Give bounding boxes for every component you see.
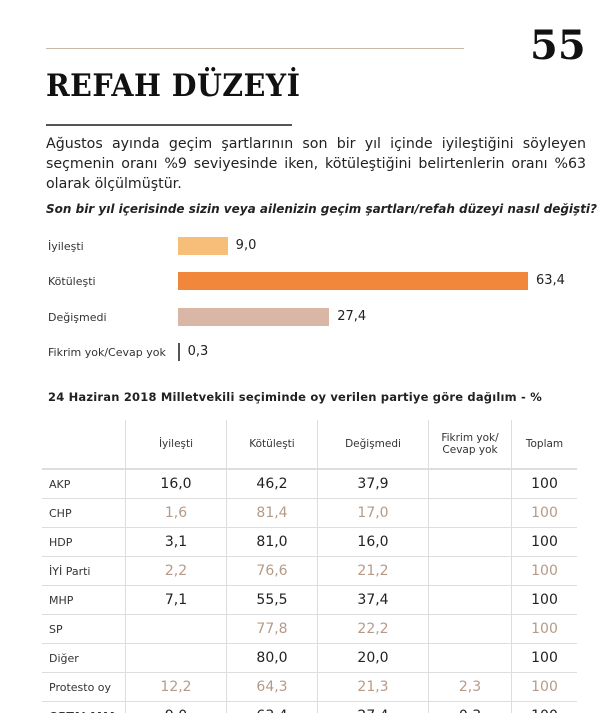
column-header: Fikrim yok/Cevap yok xyxy=(428,420,512,470)
top-divider xyxy=(46,48,464,49)
table-cell: 9,0 xyxy=(125,701,227,713)
intro-paragraph: Ağustos ayında geçim şartlarının son bir… xyxy=(46,136,586,192)
page-number: 55 xyxy=(530,22,586,69)
table-cell xyxy=(125,643,227,673)
column-header: Toplam xyxy=(511,420,577,470)
table-cell: 21,3 xyxy=(317,672,429,702)
bar-label: Kötüleşti xyxy=(48,275,96,288)
table-cell: 2,3 xyxy=(428,672,512,702)
table-cell: 16,0 xyxy=(317,527,429,557)
bar xyxy=(178,272,528,290)
table-row: İYİ Parti 2,2 76,6 21,2 100 xyxy=(42,556,577,586)
table-cell: 81,4 xyxy=(226,498,318,528)
table-cell: 46,2 xyxy=(226,469,318,499)
table-cell: 17,0 xyxy=(317,498,429,528)
row-label: HDP xyxy=(42,527,126,557)
table-cell: 77,8 xyxy=(226,614,318,644)
bar-label: Değişmedi xyxy=(48,311,107,324)
row-label: İYİ Parti xyxy=(42,556,126,586)
table-cell: 80,0 xyxy=(226,643,318,673)
chart-title: Son bir yıl içerisinde sizin veya aileni… xyxy=(46,202,597,216)
table-cell xyxy=(428,643,512,673)
table-cell xyxy=(125,614,227,644)
column-header: İyileşti xyxy=(125,420,227,470)
table-cell: 100 xyxy=(511,643,577,673)
table-row: HDP 3,1 81,0 16,0 100 xyxy=(42,527,577,557)
table-cell: 100 xyxy=(511,585,577,615)
bar-value-label: 27,4 xyxy=(337,309,367,324)
table-cell: 16,0 xyxy=(125,469,227,499)
table-cell: 7,1 xyxy=(125,585,227,615)
table-cell: 37,9 xyxy=(317,469,429,499)
bar xyxy=(178,237,228,255)
table-cell: 81,0 xyxy=(226,527,318,557)
row-label: Protesto oy xyxy=(42,672,126,702)
column-header: Değişmedi xyxy=(317,420,429,470)
page-title: REFAH DÜZEYİ xyxy=(46,68,301,104)
table-cell: 100 xyxy=(511,469,577,499)
table-cell: 100 xyxy=(511,672,577,702)
row-label: AKP xyxy=(42,469,126,499)
table-cell xyxy=(428,498,512,528)
table-cell: 64,3 xyxy=(226,672,318,702)
party-breakdown-table: İyileşti Kötüleşti Değişmedi Fikrim yok/Cev… xyxy=(42,420,577,713)
bar-label: Fikrim yok/Cevap yok xyxy=(48,346,166,359)
table-cell xyxy=(428,556,512,586)
table-cell: 100 xyxy=(511,498,577,528)
table-cell: 76,6 xyxy=(226,556,318,586)
bar-value-label: 9,0 xyxy=(235,238,257,253)
row-label: ORTALAMA xyxy=(42,701,126,713)
table-row: CHP 1,6 81,4 17,0 100 xyxy=(42,498,577,528)
table-cell: 100 xyxy=(511,556,577,586)
row-label: CHP xyxy=(42,498,126,528)
bar xyxy=(178,343,180,361)
table-cell xyxy=(428,527,512,557)
table-row: AKP 16,0 46,2 37,9 100 xyxy=(42,469,577,499)
row-label: SP xyxy=(42,614,126,644)
table-row: SP 77,8 22,2 100 xyxy=(42,614,577,644)
table-cell: 27,4 xyxy=(317,701,429,713)
column-header: Kötüleşti xyxy=(226,420,318,470)
table-row: MHP 7,1 55,5 37,4 100 xyxy=(42,585,577,615)
bar-label: İyileşti xyxy=(48,240,84,253)
bar-value-label: 63,4 xyxy=(536,273,565,288)
table-cell: 37,4 xyxy=(317,585,429,615)
table-cell: 20,0 xyxy=(317,643,429,673)
table-header-row: İyileşti Kötüleşti Değişmedi Fikrim yok/Cev… xyxy=(42,420,577,470)
table-cell: 100 xyxy=(511,614,577,644)
table-cell: 100 xyxy=(511,527,577,557)
table-cell xyxy=(428,585,512,615)
table-cell: 22,2 xyxy=(317,614,429,644)
table-cell: 100 xyxy=(511,701,577,713)
table-cell: 21,2 xyxy=(317,556,429,586)
table-row: Diğer 80,0 20,0 100 xyxy=(42,643,577,673)
row-label: Diğer xyxy=(42,643,126,673)
bar-value-label: 0,3 xyxy=(187,344,209,359)
title-underline xyxy=(46,124,292,126)
table-cell: 2,2 xyxy=(125,556,227,586)
table-cell xyxy=(428,614,512,644)
table-cell: 3,1 xyxy=(125,527,227,557)
row-label: MHP xyxy=(42,585,126,615)
table-title: 24 Haziran 2018 Milletvekili seçiminde o… xyxy=(48,390,542,404)
column-header xyxy=(42,420,126,470)
table-cell xyxy=(428,469,512,499)
table-row: Protesto oy 12,2 64,3 21,3 2,3 100 xyxy=(42,672,577,702)
table-cell: 1,6 xyxy=(125,498,227,528)
table-cell: 0,3 xyxy=(428,701,512,713)
table-cell: 55,5 xyxy=(226,585,318,615)
table-cell: 12,2 xyxy=(125,672,227,702)
bar xyxy=(178,308,330,326)
table-cell: 63,4 xyxy=(226,701,318,713)
